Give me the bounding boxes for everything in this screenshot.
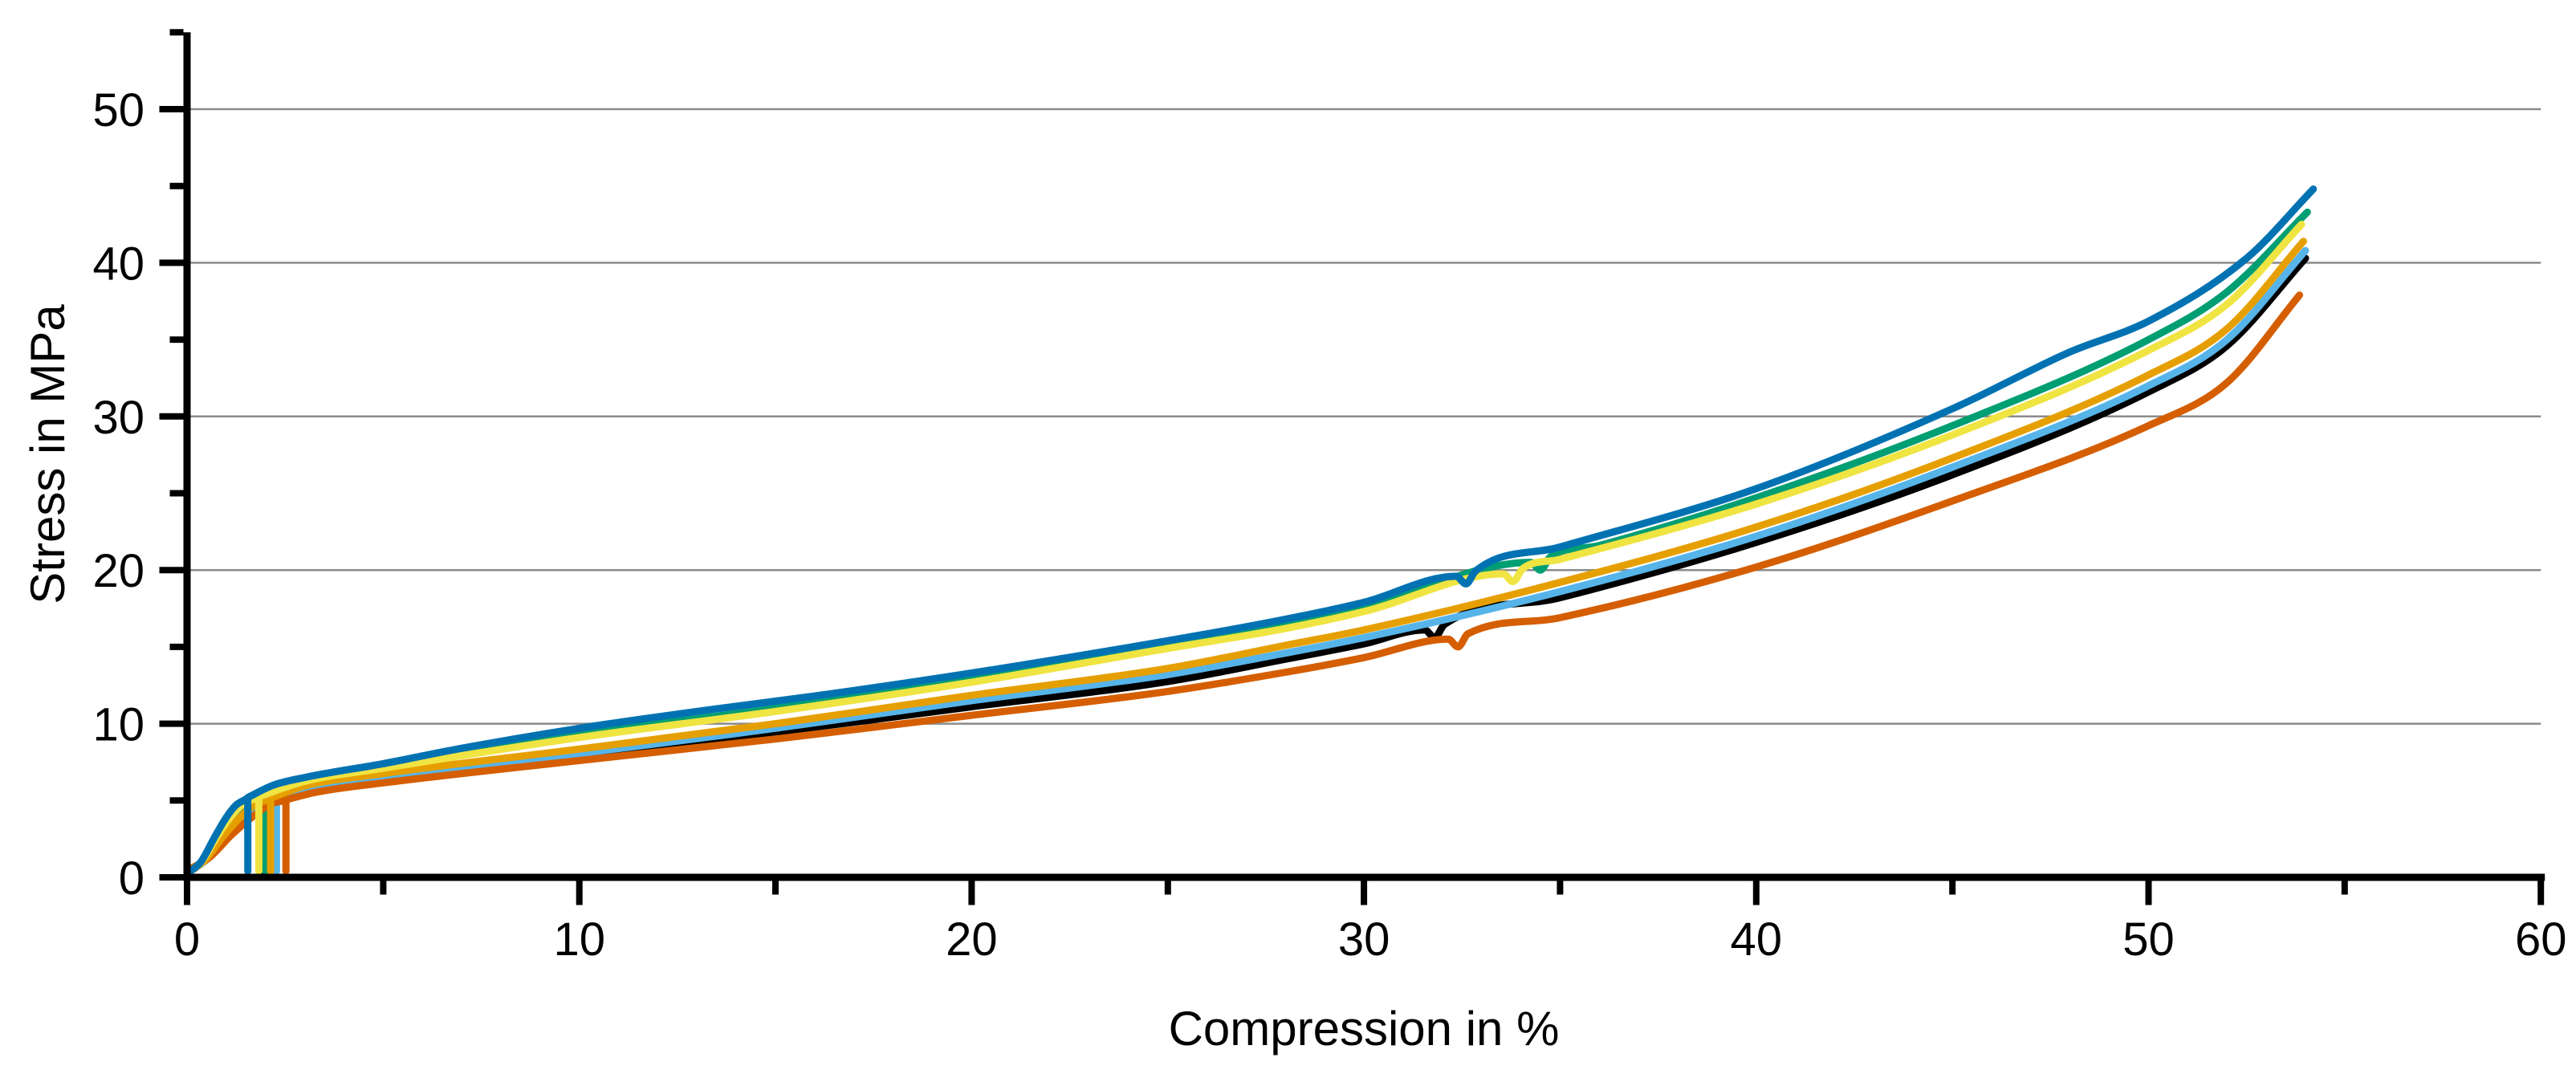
- curve-specimen-yellow: [183, 221, 2305, 877]
- curve-specimen-green: [183, 208, 2311, 877]
- curve-specimen-vermillion: [183, 291, 2304, 875]
- curve-specimen-amber: [183, 238, 2307, 877]
- y-tick-label-40: 40: [92, 238, 144, 290]
- y-tick-label-10: 10: [92, 699, 144, 751]
- x-tick-label-60: 60: [2515, 913, 2567, 966]
- curve-specimen-blue: [183, 185, 2318, 877]
- y-tick-label-50: 50: [92, 84, 144, 136]
- x-tick-labels: 0 10 20 30 40 50 60: [174, 913, 2567, 966]
- y-tick-label-20: 20: [92, 545, 144, 597]
- series-curves: [183, 185, 2318, 877]
- curve-specimen-black: [183, 254, 2309, 877]
- y-gridlines: [187, 108, 2541, 725]
- x-tick-label-50: 50: [2122, 913, 2175, 966]
- tick-marks: [159, 29, 2545, 905]
- y-tick-label-0: 0: [119, 852, 144, 905]
- curve-specimen-sky-blue: [183, 246, 2309, 877]
- x-tick-label-20: 20: [946, 913, 998, 966]
- y-tick-labels: 0 10 20 30 40 50: [92, 84, 144, 905]
- x-tick-label-40: 40: [1731, 913, 1783, 966]
- y-tick-label-30: 30: [92, 392, 144, 444]
- x-axis-title: Compression in %: [1169, 1002, 1560, 1056]
- axes: [183, 32, 2545, 881]
- axis-ticks: [159, 29, 2545, 905]
- y-axis-title: Stress in MPa: [21, 304, 75, 604]
- x-tick-label-10: 10: [553, 913, 605, 966]
- x-tick-label-0: 0: [174, 913, 200, 966]
- x-tick-label-30: 30: [1338, 913, 1390, 966]
